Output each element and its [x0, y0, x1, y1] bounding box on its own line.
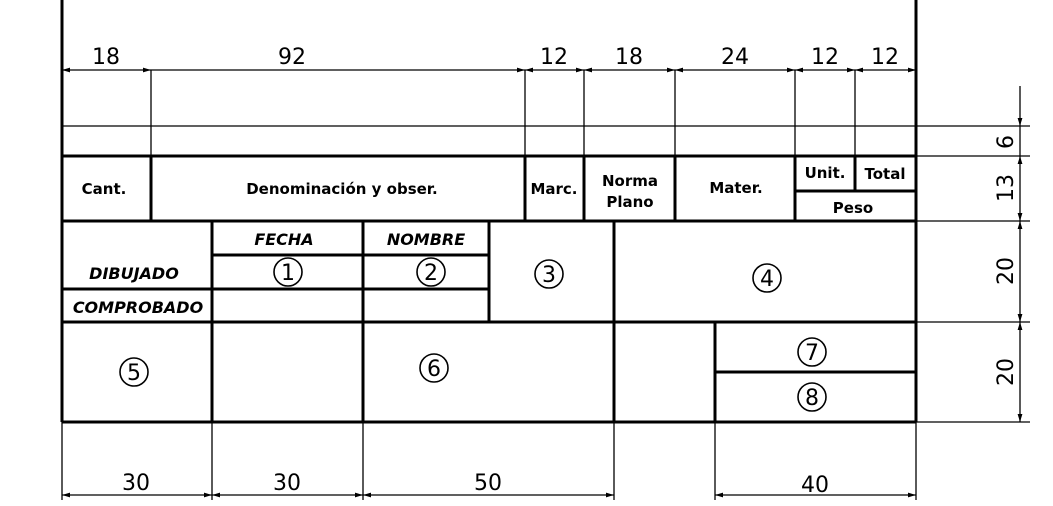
svg-text:7: 7: [805, 341, 819, 366]
dim-top-12b: 12: [811, 45, 839, 70]
title-block-grid: [62, 221, 916, 422]
marker-1: 1: [273, 257, 303, 287]
header-peso: Peso: [833, 199, 873, 217]
marker-5: 5: [119, 357, 149, 387]
label-fecha: FECHA: [254, 230, 313, 249]
label-nombre: NOMBRE: [387, 230, 465, 249]
dim-top-18b: 18: [615, 45, 643, 70]
top-dimensions: 18 92 12 18 24 12 12: [62, 45, 916, 73]
svg-text:4: 4: [760, 267, 774, 292]
header-norma: Norma: [602, 172, 658, 190]
dim-right-20a: 20: [994, 257, 1019, 285]
marker-6: 6: [419, 353, 449, 383]
dim-bottom-40: 40: [801, 473, 829, 498]
header-total: Total: [865, 165, 906, 183]
header-cant: Cant.: [82, 180, 127, 198]
dim-top-24: 24: [721, 45, 749, 70]
dim-right-6: 6: [994, 135, 1019, 149]
label-comprobado: COMPROBADO: [73, 298, 204, 317]
header-unit: Unit.: [805, 164, 846, 182]
marker-2: 2: [416, 257, 446, 287]
parts-list-header: Cant. Denominación y obser. Marc. Norma …: [82, 164, 906, 217]
svg-text:6: 6: [427, 357, 441, 382]
dim-right-13: 13: [994, 174, 1019, 202]
parts-list-grid: [62, 70, 916, 223]
svg-text:1: 1: [281, 261, 295, 286]
frame: [60, 0, 918, 424]
dim-bottom-30b: 30: [273, 471, 301, 496]
dim-top-18a: 18: [92, 45, 120, 70]
label-dibujado: DIBUJADO: [89, 264, 179, 283]
marker-7: 7: [797, 337, 827, 367]
marker-4: 4: [752, 263, 782, 293]
svg-text:2: 2: [424, 261, 438, 286]
header-marc: Marc.: [530, 180, 577, 198]
svg-text:3: 3: [542, 263, 556, 288]
title-block-labels: FECHA NOMBRE DIBUJADO COMPROBADO: [73, 230, 465, 317]
header-plano: Plano: [606, 193, 653, 211]
dim-bottom-50: 50: [474, 471, 502, 496]
dim-top-12a: 12: [540, 45, 568, 70]
dim-top-92: 92: [278, 45, 306, 70]
dim-top-12c: 12: [871, 45, 899, 70]
bottom-dimensions: 30 30 50 40: [61, 422, 917, 500]
marker-8: 8: [797, 382, 827, 412]
circled-markers: 1 2 3 4 5 6 7 8: [119, 257, 827, 412]
marker-3: 3: [534, 259, 564, 289]
dim-right-20b: 20: [994, 358, 1019, 386]
header-mater: Mater.: [709, 179, 762, 197]
svg-text:5: 5: [127, 361, 141, 386]
dim-bottom-30a: 30: [122, 471, 150, 496]
right-dimensions: 6 13 20 20: [916, 86, 1030, 423]
header-denominacion: Denominación y obser.: [246, 180, 438, 198]
svg-text:8: 8: [805, 386, 819, 411]
